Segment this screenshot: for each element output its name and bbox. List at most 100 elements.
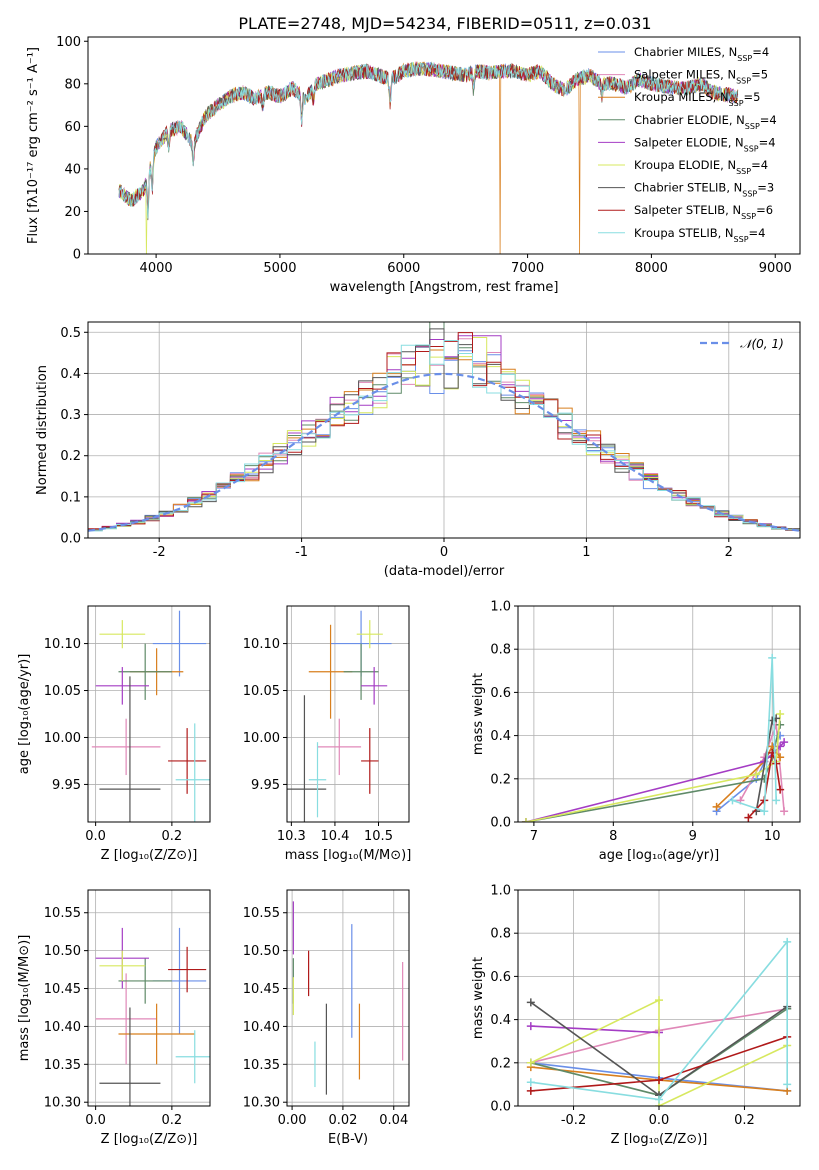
gridlines [287, 606, 409, 822]
legend-label: Salpeter MILES, NSSP=5 [634, 68, 768, 86]
plot-area [521, 653, 789, 822]
weight-line [732, 657, 777, 813]
errorbar-point [317, 718, 362, 776]
weight-marker [780, 807, 789, 816]
legend-label: Salpeter STELIB, NSSP=6 [634, 203, 773, 221]
y-tick-label: 10.35 [44, 1058, 81, 1073]
x-tick-label: 0.02 [328, 1113, 357, 1128]
x-tick-label: -2 [153, 545, 166, 560]
plot-area [95, 927, 210, 1106]
y-tick-label: 10.10 [44, 637, 81, 652]
errorbar-point [91, 718, 161, 776]
errorbar-point [99, 676, 161, 822]
y-tick-label: 10.05 [44, 684, 81, 699]
gridlines [88, 890, 210, 1106]
y-tick-label: 0.3 [60, 408, 81, 423]
plot-area [118, 61, 739, 254]
y-axis-label: Normed distribution [35, 365, 50, 495]
plot-area [526, 937, 792, 1106]
y-tick-label: 9.95 [251, 778, 280, 793]
weight-series [521, 720, 785, 822]
y-tick-label: 0.4 [490, 1013, 511, 1028]
x-tick-label: 4000 [140, 261, 173, 276]
y-tick-label: 60 [64, 120, 81, 135]
y-tick-label: 1.0 [490, 884, 511, 899]
x-tick-label: 9000 [759, 261, 792, 276]
plot-area [88, 322, 800, 532]
y-tick-label: 100 [56, 35, 81, 50]
y-tick-label: 0.6 [490, 970, 511, 985]
legend-label: Kroupa ELODIE, NSSP=4 [634, 158, 768, 176]
y-tick-label: 10.00 [243, 731, 280, 746]
x-tick-label: 0.04 [379, 1113, 408, 1128]
weight-line [525, 724, 781, 822]
x-axis-label: E(B-V) [328, 1132, 368, 1147]
gridlines [287, 890, 409, 1106]
x-tick-label: 7 [530, 829, 538, 844]
y-tick-label: 0.0 [60, 532, 81, 547]
y-tick-label: 10.55 [44, 906, 81, 921]
y-tick-label: 0.4 [60, 367, 81, 382]
errorbar-point [118, 643, 172, 700]
x-tick-label: 10.4 [320, 829, 349, 844]
weight-marker [526, 998, 535, 1007]
errorbar-point [343, 643, 379, 700]
y-tick-label: 10.45 [243, 982, 280, 997]
ticks: 10.3 10.4 10.5 9.95 10.00 10.05 10.10 [243, 637, 393, 844]
y-tick-label: 10.05 [243, 684, 280, 699]
ticks: -2 -1 0 1 2 0.0 0.1 0.2 0.3 0.4 0.5 [60, 326, 733, 560]
y-tick-label: 10.55 [243, 906, 280, 921]
x-tick-label: 0.0 [85, 829, 106, 844]
x-tick-label: 9 [689, 829, 697, 844]
panel-mass-vs-EBV: 0.00 0.02 0.04 10.30 10.35 10.40 10.45 10.50 10.… [243, 889, 410, 1147]
weight-marker [526, 1022, 535, 1031]
weight-marker [783, 937, 792, 946]
x-axis-label: (data-model)/error [384, 564, 505, 579]
ticks: 7 8 9 10 0.0 0.2 0.4 0.6 0.8 1.0 [490, 600, 780, 845]
weight-marker [712, 802, 721, 811]
y-tick-label: 10.35 [243, 1058, 280, 1073]
weight-line [525, 713, 781, 822]
y-tick-label: 20 [64, 205, 81, 220]
weight-marker [780, 738, 789, 747]
y-tick-label: 0.2 [60, 449, 81, 464]
y-tick-label: 0.1 [60, 490, 81, 505]
weight-marker [760, 807, 769, 816]
y-tick-label: 0.4 [490, 729, 511, 744]
spectrum-line-salpeter-stelib [118, 61, 739, 212]
y-tick-label: 10.10 [243, 637, 280, 652]
weight-line [530, 998, 788, 1106]
weight-marker [776, 785, 785, 794]
legend-label: 𝒩(0, 1) [740, 337, 784, 351]
y-axis-label: Flux [fλ10⁻¹⁷ erg cm⁻² s⁻¹ A⁻¹] [26, 47, 41, 244]
errorbar-point [99, 620, 146, 649]
x-tick-label: 2 [725, 545, 733, 560]
y-tick-label: 0 [73, 248, 81, 263]
y-tick-label: 10.30 [44, 1096, 81, 1111]
x-axis-label: age [log₁₀(age/yr)] [599, 848, 720, 863]
weight-marker [526, 1086, 535, 1095]
x-axis-label: Z [log₁₀(Z/Z⊙)] [611, 1132, 708, 1147]
errorbar-point [361, 728, 379, 794]
axes-frame [87, 889, 211, 1107]
y-tick-label: 80 [64, 77, 81, 92]
x-tick-label: 1 [582, 545, 590, 560]
errorbar-point [361, 667, 388, 705]
panel-weight-vs-age: 7 8 9 10 0.0 0.2 0.4 0.6 0.8 1.0 age [log₁₀(age/yr… [471, 600, 801, 863]
x-tick-label: 0.0 [649, 1113, 670, 1128]
weight-marker [752, 770, 761, 779]
weight-line [739, 724, 785, 812]
weight-series [526, 937, 792, 1104]
y-tick-label: 10.45 [44, 982, 81, 997]
panel-weight-vs-Z: -0.2 0.0 0.2 0.0 0.2 0.4 0.6 0.8 1.0 Z [log₁₀(Z/Z… [471, 884, 801, 1147]
y-tick-label: 1.0 [490, 600, 511, 615]
weight-series [521, 710, 785, 822]
x-tick-label: -1 [295, 545, 308, 560]
weight-marker [655, 1076, 663, 1085]
x-tick-label: 0.2 [734, 1113, 755, 1128]
weight-marker [772, 796, 781, 805]
errorbar-point [99, 1007, 161, 1106]
errorbar-point [287, 695, 327, 822]
errorbar-point [99, 950, 146, 981]
y-tick-label: 10.40 [44, 1020, 81, 1035]
